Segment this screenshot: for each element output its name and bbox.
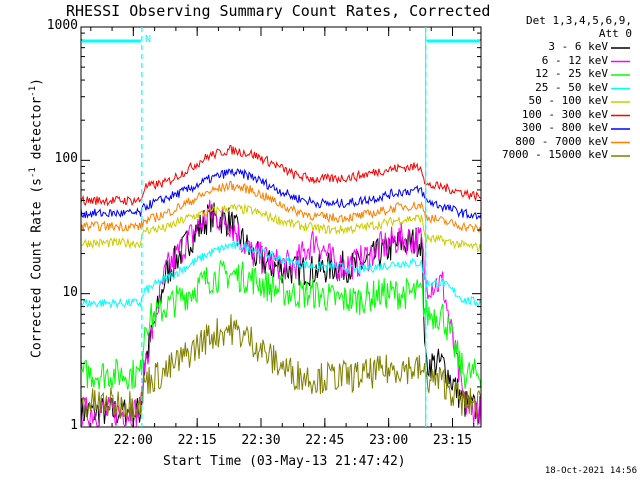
series-line-8 — [80, 314, 482, 420]
legend-label: 25 - 50 keV — [535, 80, 608, 94]
series-line-2 — [80, 259, 482, 390]
x-tick-label: 22:15 — [177, 433, 217, 448]
axes-frame — [80, 26, 482, 428]
series-curves — [80, 145, 482, 429]
y-tick-label: 1 — [70, 418, 78, 433]
series-line-4 — [80, 203, 482, 253]
chart-title: RHESSI Observing Summary Count Rates, Co… — [66, 2, 491, 20]
detectors-label: Det 1,3,4,5,6,9, — [526, 14, 632, 27]
legend-label: 100 - 300 keV — [521, 107, 608, 121]
legend-label: 800 - 7000 keV — [515, 134, 608, 148]
night-marker: N — [145, 34, 152, 45]
x-tick-label: 23:00 — [369, 433, 409, 448]
y-tick-label: 1000 — [46, 18, 78, 33]
y-label-mid: detector — [29, 96, 45, 168]
series-line-6 — [80, 168, 482, 220]
x-axis-label: Start Time (03-May-13 21:47:42) — [163, 454, 406, 469]
y-label-main: Corrected Count Rate (s — [29, 177, 45, 358]
y-label-end: ) — [29, 78, 45, 86]
series-line-7 — [80, 180, 482, 233]
x-tick-label: 22:00 — [113, 433, 153, 448]
series-line-5 — [80, 145, 482, 207]
legend-label: 50 - 100 keV — [528, 94, 608, 107]
footer-timestamp: 18-Oct-2021 14:56 — [544, 466, 637, 476]
x-tick-label: 22:30 — [241, 433, 281, 448]
plot-marks — [80, 26, 630, 428]
x-tick-label: 22:45 — [305, 433, 345, 448]
y-axis-label: Corrected Count Rate (s-1 detector-1) — [28, 78, 44, 358]
legend-label: 12 - 25 keV — [535, 67, 608, 80]
legend-label: 7000 - 15000 keV — [502, 148, 608, 161]
attenuator-label: Att 0 — [598, 27, 632, 40]
x-tick-label: 23:15 — [432, 433, 473, 448]
legend-label: 3 - 6 keV — [548, 40, 608, 53]
y-label-sup1: -1 — [28, 167, 38, 178]
y-label-sup2: -1 — [28, 85, 38, 97]
legend-label: 300 - 800 keV — [521, 121, 608, 134]
legend-label: 6 - 12 keV — [541, 53, 608, 67]
series-line-3 — [80, 241, 482, 310]
y-tick-label: 10 — [62, 284, 78, 300]
y-tick-label: 100 — [54, 151, 78, 167]
series-line-1 — [80, 199, 482, 429]
